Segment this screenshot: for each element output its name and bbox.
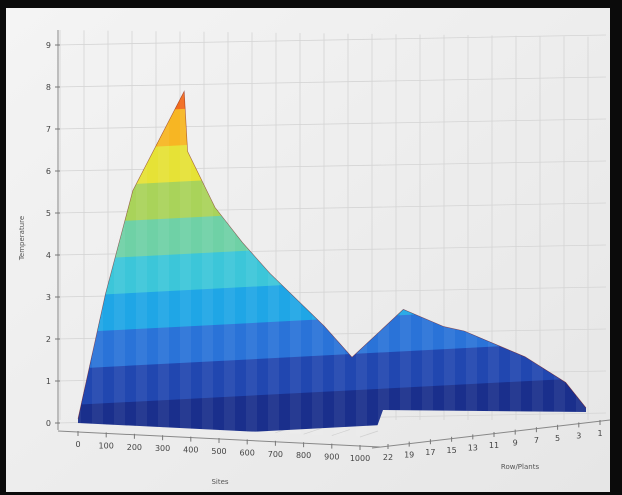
facet-shade	[180, 91, 191, 437]
y-tick-label: 7	[46, 125, 51, 134]
axes: 0 1 2 3 4 5 6 7 8 9 0 100 200 300 400 500 600 700 800 900 10…	[46, 30, 611, 463]
y-tick-label: 1	[46, 377, 51, 386]
y-tick-label: 4	[46, 251, 51, 260]
facet-shade	[246, 91, 257, 437]
facet-shade	[136, 91, 147, 437]
y-tick-label: 0	[46, 419, 51, 428]
z-tick-label: 13	[468, 443, 478, 452]
z-tick-label: 17	[425, 448, 435, 457]
z-tick-label: 11	[489, 441, 499, 450]
y-tick-label: 5	[46, 209, 51, 218]
z-axis-title: Row/Plants	[501, 463, 540, 471]
x-tick-label: 700	[268, 450, 283, 459]
z-tick-label: 15	[447, 446, 457, 455]
x-tick-label: 400	[183, 446, 198, 455]
x-tick-label: 900	[324, 453, 339, 462]
x-tick-label: 800	[296, 451, 311, 460]
x-tick-label: 0	[75, 440, 80, 449]
y-tick-label: 9	[46, 41, 51, 50]
grid-line-floor	[331, 429, 350, 436]
y-axis-title: Temperature	[18, 216, 26, 261]
facet-shade	[114, 91, 125, 437]
grid-line-horizontal	[55, 76, 607, 88]
facet-shade	[202, 91, 213, 437]
z-tick-label: 9	[513, 439, 518, 448]
facet-shade	[224, 91, 235, 437]
grid-line-floor	[359, 430, 379, 438]
y-tick-label: 3	[46, 293, 51, 302]
x-tick-label: 200	[127, 443, 142, 452]
y-tick-label: 8	[46, 83, 51, 92]
z-tick-label: 19	[404, 451, 414, 460]
z-tick-label: 1	[597, 429, 602, 438]
x-axis-title: Sites	[211, 478, 228, 486]
x-tick-label: 100	[99, 441, 114, 450]
z-tick-label: 7	[534, 436, 539, 445]
z-tick-label: 22	[383, 453, 393, 462]
z-tick-label: 3	[576, 431, 581, 440]
x-tick-label: 600	[240, 448, 255, 457]
grid-line-horizontal	[55, 118, 607, 130]
z-axis-line	[371, 419, 611, 449]
y-tick-label: 2	[46, 335, 51, 344]
y-tick-label: 6	[46, 167, 51, 176]
x-tick-label: 1000	[350, 454, 370, 463]
grid-line-floor	[303, 427, 322, 435]
z-tick-label: 5	[555, 434, 560, 443]
facet-shade	[158, 91, 169, 437]
x-tick-label: 300	[155, 444, 170, 453]
ridge-line	[77, 90, 587, 419]
x-tick-label: 500	[211, 447, 226, 456]
grid-line-horizontal	[55, 34, 607, 46]
